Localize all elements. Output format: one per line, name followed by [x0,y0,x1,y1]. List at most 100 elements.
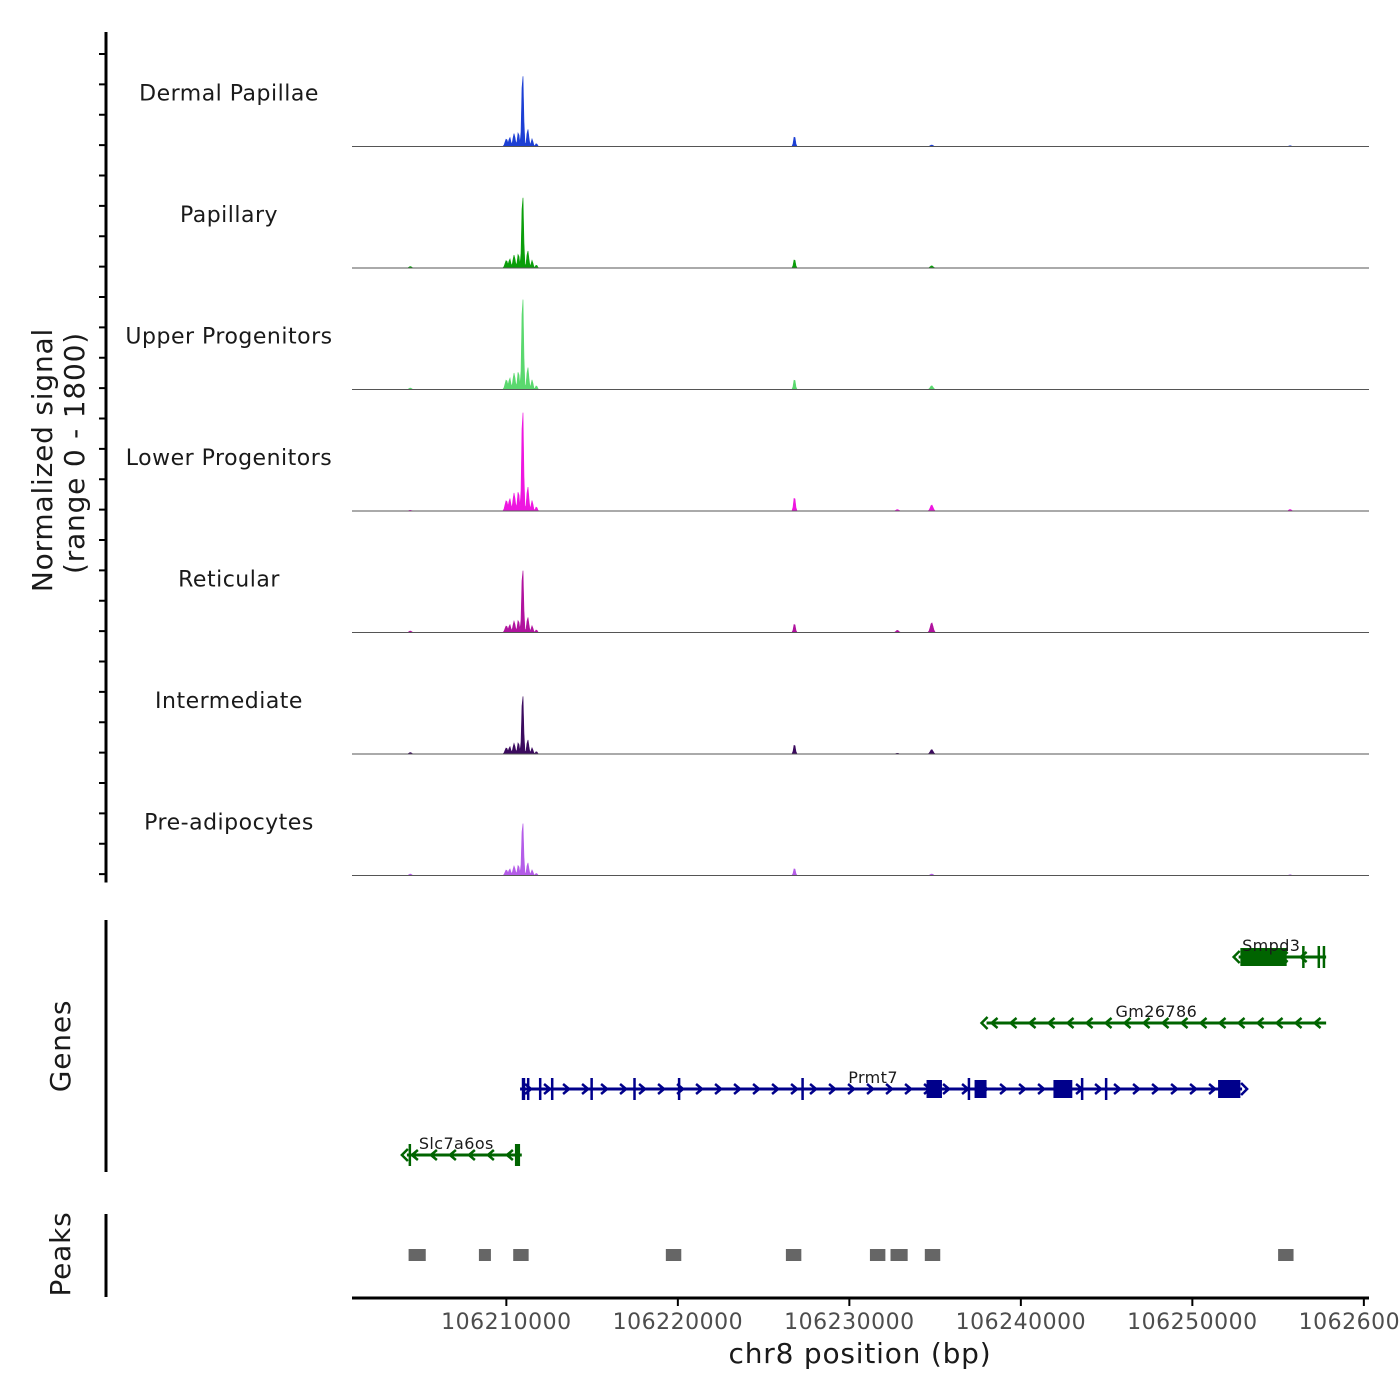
signal-area [352,412,1369,512]
strand-chevron [1122,1017,1132,1029]
strand-chevron [1274,1017,1284,1029]
signal-area [352,823,1369,876]
signal-track: Intermediate [155,689,1369,755]
strand-chevron [904,1083,914,1095]
strand-chevron [1141,1017,1151,1029]
gene-label: Prmt7 [848,1068,898,1087]
gene-exon [633,1078,636,1100]
gene-exon [677,1078,681,1100]
peak-region [890,1249,908,1261]
signal-track: Papillary [180,197,1369,269]
strand-chevron [1151,1083,1161,1095]
strand-chevron [809,1083,819,1095]
gene-label: Gm26786 [1115,1002,1197,1021]
track-label: Lower Progenitors [126,446,332,471]
gene-exon [1240,948,1287,966]
signal-track: Reticular [178,568,1369,633]
signal-axis-title-line1: Normalized signal [26,328,59,592]
strand-chevron [828,1083,838,1095]
gene-exon [1302,946,1305,968]
track-label: Pre-adipocytes [144,811,314,836]
strand-chevron [1113,1083,1123,1095]
strand-end-arrow [400,1148,409,1162]
strand-chevron [619,1083,629,1095]
gene-exon [1053,1080,1073,1098]
signal-area [352,76,1369,147]
strand-end-arrow [1240,1082,1249,1096]
gene-label: Slc7a6os [419,1134,494,1153]
gene-model: Gm26786 [979,1002,1327,1030]
strand-chevron [657,1083,667,1095]
peak-region [513,1249,529,1261]
gene-exon [1317,946,1321,968]
track-label: Papillary [180,203,278,228]
x-tick-label: 106250000 [1127,1310,1257,1335]
strand-chevron [1160,1017,1170,1029]
strand-chevron [1312,1017,1322,1029]
signal-track: Dermal Papillae [139,76,1369,147]
peak-region [408,1249,426,1261]
strand-chevron [771,1083,781,1095]
strand-chevron [1198,1017,1208,1029]
strand-chevron [999,1083,1009,1095]
peak-region [924,1249,941,1261]
strand-chevron [638,1083,648,1095]
strand-chevron [504,1149,514,1161]
gene-exon [967,1078,971,1100]
strand-chevron [942,1083,952,1095]
peaks-axis-title: Peaks [44,1211,77,1296]
strand-chevron [989,1017,999,1029]
strand-chevron [790,1083,800,1095]
strand-chevron [466,1149,476,1161]
strand-chevron [1132,1083,1142,1095]
track-label: Dermal Papillae [139,82,319,107]
x-tick-label: 106230000 [784,1310,914,1335]
gene-exon [408,1144,412,1166]
strand-chevron [1008,1017,1018,1029]
strand-chevron [1298,951,1308,963]
strand-chevron [1084,1017,1094,1029]
track-label: Intermediate [155,689,303,714]
gene-model: Prmt7 [520,1068,1249,1100]
gene-model: Smpd3 [1231,936,1327,968]
strand-chevron [1065,1017,1075,1029]
strand-chevron [885,1083,895,1095]
gene-exon [974,1080,987,1098]
strand-chevron [562,1083,572,1095]
peak-region [665,1249,682,1261]
strand-chevron [1255,1017,1265,1029]
gene-exon [1218,1080,1241,1098]
signal-track: Pre-adipocytes [144,811,1369,876]
strand-chevron [1018,1083,1028,1095]
gene-exon [1080,1078,1084,1100]
strand-chevron [543,1083,553,1095]
gene-exon [526,1078,530,1100]
strand-chevron [428,1149,438,1161]
track-label: Upper Progenitors [125,325,332,350]
strand-chevron [581,1083,591,1095]
strand-chevron [409,1149,419,1161]
strand-chevron [1179,1017,1189,1029]
gene-model: Slc7a6os [400,1134,522,1166]
strand-chevron [1189,1083,1199,1095]
strand-chevron [485,1149,495,1161]
strand-chevron [733,1083,743,1095]
strand-chevron [847,1083,857,1095]
strand-chevron [714,1083,724,1095]
peak-region [785,1249,802,1261]
gene-exon [590,1078,593,1100]
strand-chevron [1046,1017,1056,1029]
signal-area [352,197,1369,269]
signal-track: Lower Progenitors [126,412,1369,512]
gene-exon [926,1080,942,1098]
strand-chevron [1094,1083,1104,1095]
x-axis: 106210000 106220000 106230000 106240000 1062… [352,1296,1400,1335]
signal-axis [99,32,108,883]
peak-region [869,1249,886,1261]
strand-chevron [866,1083,876,1095]
genes-panel: Smpd3 Gm26786 Prmt7 Slc7a6os [104,920,1327,1172]
peaks-panel [104,1214,1294,1297]
peak-region [478,1249,491,1261]
x-tick-label: 106220000 [613,1310,743,1335]
